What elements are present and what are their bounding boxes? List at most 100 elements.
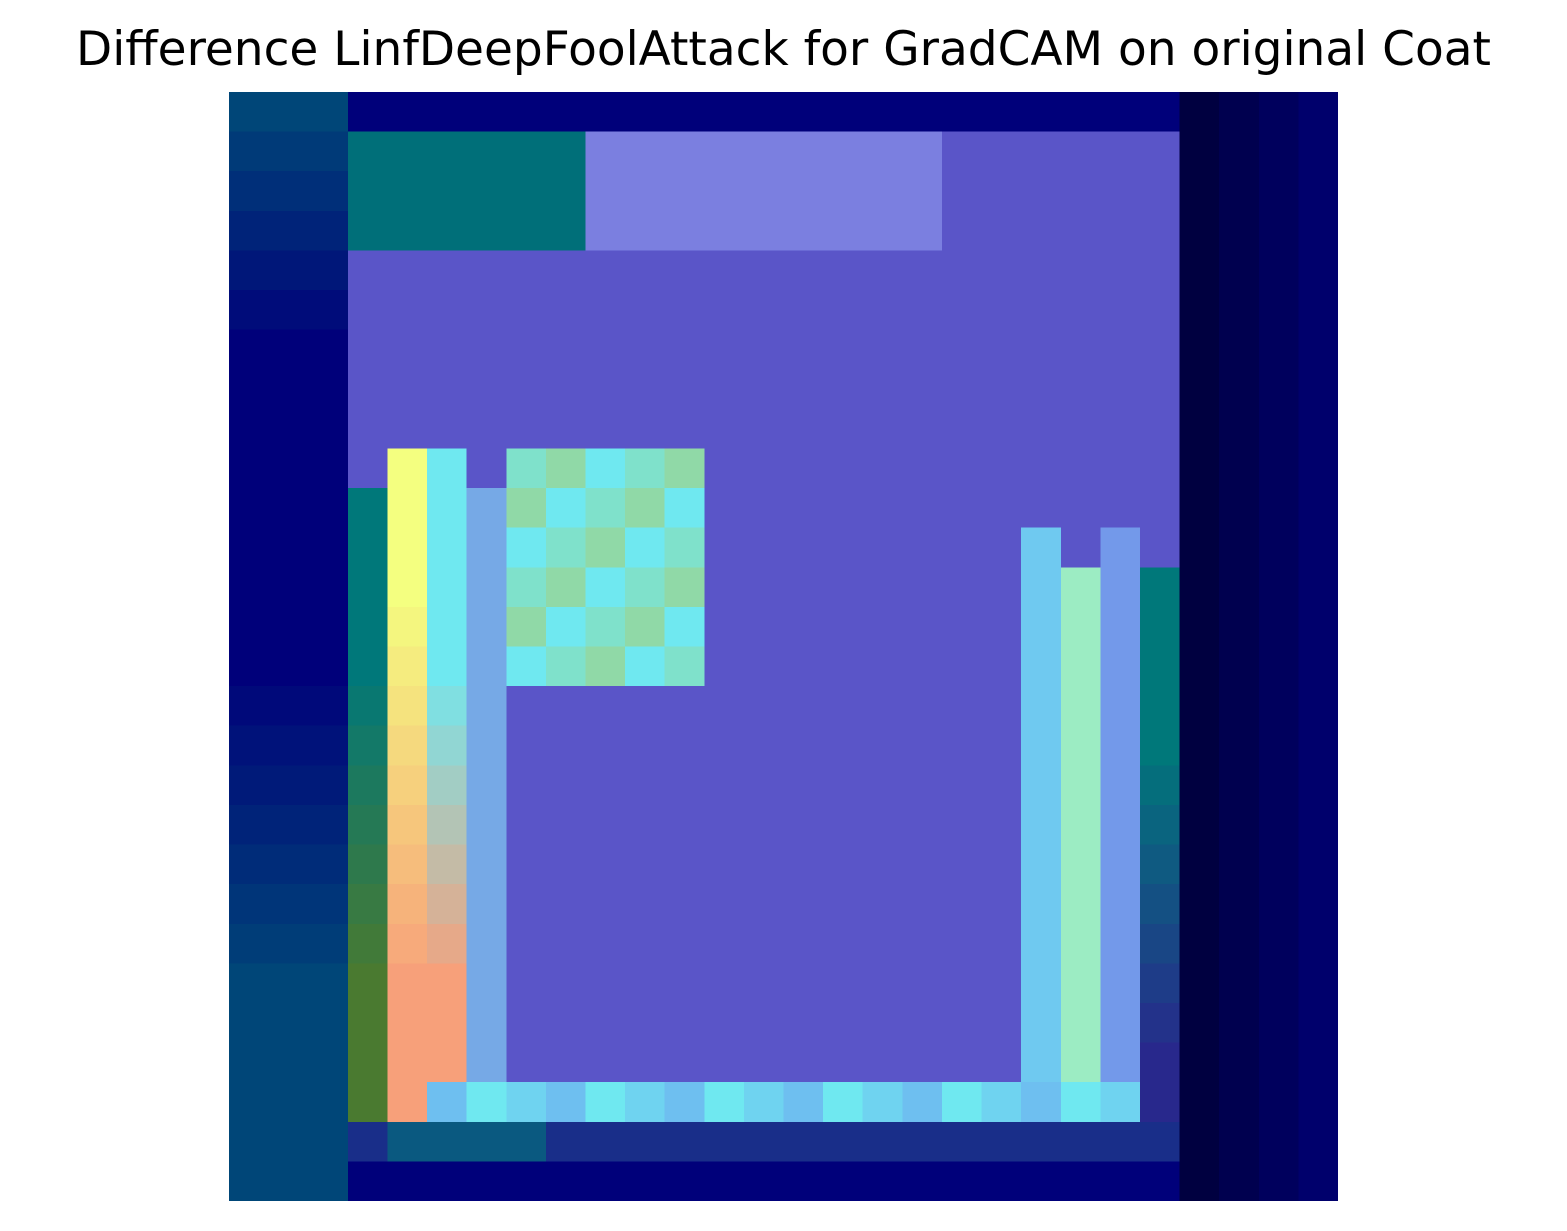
heatmap-cell [862, 1042, 904, 1083]
heatmap-cell [1100, 527, 1141, 569]
heatmap-cell [743, 131, 785, 173]
heatmap-cell [506, 408, 547, 450]
heatmap-cell [268, 1082, 310, 1123]
heatmap-cell [704, 646, 745, 687]
heatmap-cell [1021, 369, 1062, 410]
heatmap-cell [1021, 963, 1062, 1004]
heatmap-cell [1100, 290, 1141, 331]
heatmap-cell [743, 488, 785, 529]
heatmap-cell [1219, 290, 1260, 331]
heatmap-cell [981, 527, 1022, 569]
heatmap-cell [664, 1161, 706, 1201]
heatmap-cell [1100, 1082, 1141, 1123]
heatmap-cell [506, 92, 547, 133]
heatmap-cell [387, 92, 428, 133]
heatmap-cell [427, 606, 468, 648]
heatmap-cell [1179, 488, 1220, 529]
heatmap-cell [1179, 1042, 1220, 1083]
heatmap-cell [1219, 1121, 1260, 1163]
heatmap-cell [585, 1042, 626, 1083]
heatmap-cell [823, 1161, 864, 1201]
heatmap-cell [545, 1042, 587, 1083]
heatmap-cell [783, 369, 824, 410]
heatmap-cell [466, 1121, 508, 1163]
heatmap-cell [625, 765, 666, 806]
heatmap-cell [1100, 92, 1141, 133]
heatmap-cell [1139, 686, 1181, 727]
heatmap-cell [625, 1082, 666, 1123]
heatmap-cell [1060, 844, 1102, 885]
heatmap-cell [1219, 131, 1260, 173]
heatmap-cell [1219, 1161, 1260, 1201]
heatmap-cell [862, 1121, 904, 1163]
heatmap-cell [1021, 1082, 1062, 1123]
heatmap-cell [1258, 1002, 1300, 1044]
heatmap-cell [308, 844, 349, 885]
heatmap-cell [506, 1042, 547, 1083]
heatmap-cell [506, 1121, 547, 1163]
heatmap-cell [545, 290, 587, 331]
heatmap-cell [823, 725, 864, 767]
heatmap-cell [229, 884, 270, 925]
heatmap-cell [268, 329, 310, 371]
heatmap-cell [664, 1082, 706, 1123]
heatmap-cell [1021, 250, 1062, 291]
heatmap-cell [1060, 448, 1102, 489]
heatmap-cell [625, 567, 666, 608]
heatmap-cell [466, 131, 508, 173]
heatmap-cell [743, 804, 785, 846]
heatmap-cell [1021, 725, 1062, 767]
heatmap-cell [862, 606, 904, 648]
heatmap-cell [664, 408, 706, 450]
heatmap-cell [1060, 804, 1102, 846]
heatmap-cell [743, 1121, 785, 1163]
heatmap-cell [427, 488, 468, 529]
heatmap-cell [229, 804, 270, 846]
heatmap-cell [704, 1002, 745, 1044]
heatmap-cell [941, 804, 983, 846]
heatmap-cell [783, 844, 824, 885]
heatmap-cell [387, 408, 428, 450]
heatmap-cell [981, 686, 1022, 727]
heatmap-cell [823, 210, 864, 252]
heatmap-cell [1219, 448, 1260, 489]
heatmap-cell [308, 290, 349, 331]
heatmap-cell [1021, 567, 1062, 608]
heatmap-cell [506, 765, 547, 806]
heatmap-cell [1298, 606, 1338, 648]
heatmap-cell [1258, 1082, 1300, 1123]
heatmap-cell [1219, 884, 1260, 925]
heatmap-cell [1021, 804, 1062, 846]
heatmap-cell [347, 1002, 389, 1044]
heatmap-cell [1179, 290, 1220, 331]
heatmap-cell [1060, 369, 1102, 410]
heatmap-cell [466, 171, 508, 212]
heatmap-cell [1219, 686, 1260, 727]
heatmap-cell [387, 844, 428, 885]
heatmap-cell [941, 1161, 983, 1201]
heatmap-cell [347, 725, 389, 767]
heatmap-cell [941, 92, 983, 133]
heatmap-cell [664, 884, 706, 925]
heatmap-cell [308, 1002, 349, 1044]
heatmap-cell [1139, 210, 1181, 252]
heatmap-cell [981, 369, 1022, 410]
heatmap-cell [1298, 92, 1338, 133]
heatmap-cell [1258, 606, 1300, 648]
heatmap-cell [585, 686, 626, 727]
heatmap-cell [862, 1002, 904, 1044]
heatmap-cell [941, 369, 983, 410]
heatmap-cell [1219, 646, 1260, 687]
heatmap-cell [229, 1161, 270, 1201]
heatmap-cell [585, 804, 626, 846]
heatmap-cell [1258, 171, 1300, 212]
heatmap-cell [466, 250, 508, 291]
heatmap-cell [902, 1042, 943, 1083]
heatmap-cell [704, 250, 745, 291]
heatmap-cell [981, 567, 1022, 608]
heatmap-cell [1021, 527, 1062, 569]
heatmap-cell [1298, 725, 1338, 767]
heatmap-cell [823, 804, 864, 846]
heatmap-cell [506, 171, 547, 212]
heatmap-cell [585, 923, 626, 965]
